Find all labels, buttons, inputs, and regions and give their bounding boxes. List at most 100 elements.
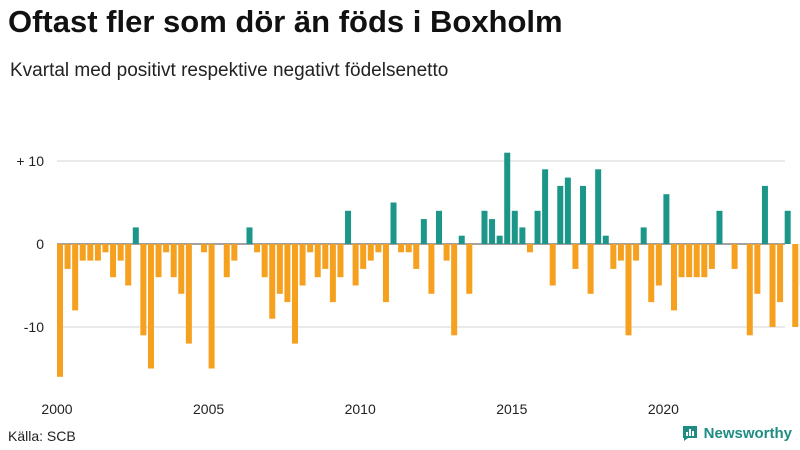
bar — [254, 244, 261, 253]
bar — [542, 169, 549, 244]
bar — [329, 244, 336, 303]
bar — [398, 244, 405, 253]
bar — [208, 244, 215, 369]
bar — [276, 244, 283, 294]
bar — [420, 219, 427, 244]
chart-title: Oftast fler som dör än föds i Boxholm — [8, 4, 563, 39]
bar — [314, 244, 321, 278]
newsworthy-logo-icon — [682, 426, 697, 441]
bar — [72, 244, 79, 311]
bar — [587, 244, 594, 294]
bar — [125, 244, 132, 286]
bar — [769, 244, 776, 327]
bar — [519, 227, 526, 244]
bar — [170, 244, 177, 278]
bar — [625, 244, 632, 336]
x-axis: 2000 2005 2010 2015 2020 — [41, 401, 679, 417]
bar — [549, 244, 556, 286]
bar — [481, 210, 488, 244]
bar — [345, 210, 352, 244]
bar — [178, 244, 185, 294]
bar — [428, 244, 435, 294]
bar — [390, 202, 397, 244]
bar — [79, 244, 86, 261]
bar — [534, 210, 541, 244]
bar — [557, 185, 564, 244]
bar-chart: + 10 0 -10 2000 2005 2010 2015 2020 — [16, 152, 800, 417]
bar — [299, 244, 306, 286]
bar — [246, 227, 253, 244]
y-tick-label: 0 — [36, 236, 44, 252]
brand-name: Newsworthy — [703, 424, 792, 442]
x-tick-label: 2020 — [648, 401, 679, 417]
bar — [708, 244, 715, 269]
bar — [572, 244, 579, 269]
bar — [132, 227, 139, 244]
bar — [155, 244, 162, 278]
bar — [436, 210, 442, 244]
bar — [595, 169, 602, 244]
bar — [754, 244, 761, 294]
bars — [57, 152, 800, 377]
bar — [746, 244, 753, 336]
bar — [466, 244, 473, 294]
bar — [451, 244, 458, 336]
bar — [284, 244, 291, 303]
bar — [269, 244, 276, 319]
brand: Newsworthy — [681, 424, 792, 442]
bar — [489, 219, 496, 244]
bar — [382, 244, 389, 303]
bar — [360, 244, 367, 269]
chart-subtitle: Kvartal med positivt respektive negativt… — [10, 60, 449, 81]
bar — [163, 244, 170, 253]
y-axis: + 10 0 -10 — [16, 153, 44, 335]
x-tick-label: 2000 — [41, 401, 72, 417]
bar — [57, 244, 63, 377]
bar — [94, 244, 101, 261]
bar — [580, 185, 587, 244]
bar — [792, 244, 799, 327]
bar — [496, 235, 503, 244]
bar — [140, 244, 147, 336]
bar — [633, 244, 640, 261]
bar — [670, 244, 677, 311]
source-note: Källa: SCB — [8, 428, 76, 444]
bar — [185, 244, 192, 344]
bar — [526, 244, 533, 253]
bar — [610, 244, 617, 269]
bar — [102, 244, 109, 253]
bar — [716, 210, 723, 244]
bar — [655, 244, 662, 286]
x-tick-label: 2005 — [193, 401, 224, 417]
bar — [231, 244, 238, 261]
bar — [291, 244, 298, 344]
bar — [147, 244, 154, 369]
bar — [640, 227, 647, 244]
bar — [511, 210, 518, 244]
bar — [337, 244, 344, 278]
x-tick-label: 2010 — [345, 401, 376, 417]
bar — [731, 244, 738, 269]
bar — [784, 210, 791, 244]
bar — [352, 244, 359, 286]
bar — [307, 244, 314, 253]
bar — [686, 244, 693, 278]
bar — [693, 244, 700, 278]
bar — [663, 194, 670, 244]
bar — [648, 244, 655, 303]
bar — [701, 244, 708, 278]
bar — [375, 244, 382, 253]
bar — [223, 244, 230, 278]
y-tick-label: + 10 — [16, 153, 44, 169]
bar — [602, 235, 609, 244]
bar — [761, 185, 768, 244]
x-tick-label: 2015 — [496, 401, 527, 417]
bar — [678, 244, 685, 278]
bar — [617, 244, 624, 261]
bar — [201, 244, 208, 253]
bar — [443, 244, 450, 261]
bar — [564, 177, 571, 244]
bar — [64, 244, 71, 269]
y-tick-label: -10 — [24, 319, 44, 335]
bar — [504, 152, 511, 244]
